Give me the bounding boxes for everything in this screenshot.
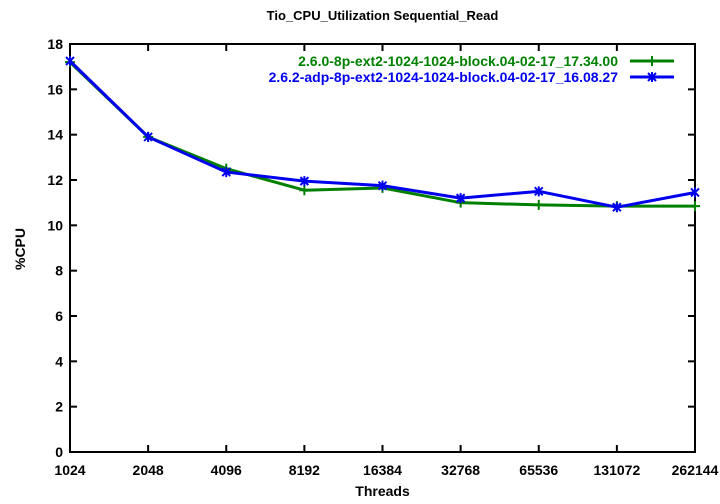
- x-tick-label: 8192: [289, 462, 320, 478]
- y-tick-label: 14: [47, 127, 63, 143]
- x-tick-label: 4096: [211, 462, 242, 478]
- y-tick-label: 0: [55, 444, 63, 460]
- data-point-marker: [299, 185, 310, 196]
- y-tick-label: 10: [47, 217, 63, 233]
- data-point-marker: [143, 131, 153, 142]
- data-point-marker: [533, 199, 544, 210]
- y-tick-label: 12: [47, 172, 63, 188]
- legend-sample-marker: [647, 56, 657, 66]
- legend-item: 2.6.0-8p-ext2-1024-1024-block.04-02-17_1…: [298, 53, 674, 69]
- x-tick-label: 65536: [519, 462, 558, 478]
- legend-sample-line: [630, 72, 674, 82]
- data-point-marker: [690, 201, 700, 212]
- legend: 2.6.0-8p-ext2-1024-1024-block.04-02-17_1…: [269, 53, 674, 85]
- y-tick-label: 2: [55, 399, 63, 415]
- data-point-marker: [221, 167, 231, 178]
- x-axis-title: Threads: [355, 483, 410, 499]
- x-tick-label: 16384: [363, 462, 402, 478]
- chart-title: Tio_CPU_Utilization Sequential_Read: [266, 8, 499, 23]
- data-point-marker: [299, 176, 310, 187]
- x-tick-label: 131072: [594, 462, 641, 478]
- legend-label: 2.6.2-adp-8p-ext2-1024-1024-block.04-02-…: [268, 69, 618, 85]
- data-point-marker: [690, 187, 700, 198]
- x-tick-label: 262144: [672, 462, 719, 478]
- y-tick-label: 8: [55, 263, 63, 279]
- legend-sample-marker: [647, 72, 657, 82]
- legend-label: 2.6.0-8p-ext2-1024-1024-block.04-02-17_1…: [298, 53, 618, 69]
- y-tick-label: 6: [55, 308, 63, 324]
- data-point-marker: [455, 193, 466, 204]
- x-tick-label: 1024: [54, 462, 85, 478]
- legend-sample-line: [630, 56, 674, 66]
- y-tick-label: 4: [55, 353, 63, 369]
- data-point-marker: [377, 180, 388, 191]
- y-tick-label: 18: [47, 36, 63, 52]
- legend-item: 2.6.2-adp-8p-ext2-1024-1024-block.04-02-…: [269, 69, 674, 85]
- y-tick-label: 16: [47, 81, 63, 97]
- plot-border: [69, 43, 696, 453]
- x-tick-label: 2048: [133, 462, 164, 478]
- y-axis-title: %CPU: [12, 227, 28, 271]
- data-point-marker: [534, 186, 544, 197]
- data-point-marker: [612, 202, 622, 213]
- data-point-marker: [65, 56, 75, 66]
- x-tick-label: 32768: [441, 462, 480, 478]
